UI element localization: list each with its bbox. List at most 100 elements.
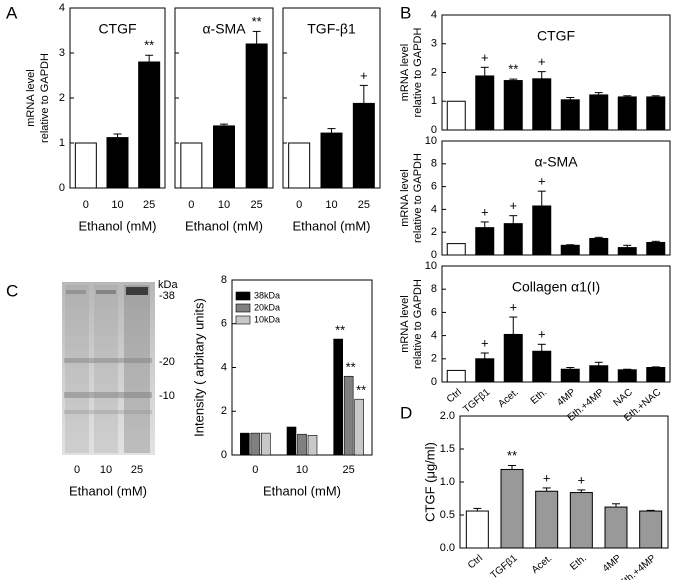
bar — [320, 132, 343, 189]
y-tick-label: 2 — [59, 92, 65, 104]
y-tick-label: 2 — [431, 353, 437, 365]
y-tick-label: 2.0 — [440, 410, 455, 422]
y-axis-label: mRNA level — [399, 169, 411, 226]
x-tick-label: 25 — [251, 199, 263, 211]
x-tick-label: Acet. — [496, 387, 521, 410]
annotation: + — [360, 68, 368, 83]
y-tick-label: 0 — [431, 124, 437, 136]
y-tick-label: 1.5 — [440, 443, 455, 455]
bar — [465, 510, 489, 549]
bar — [617, 369, 637, 383]
legend-swatch — [235, 315, 251, 325]
gel-lane: 10 — [100, 464, 112, 476]
bar — [500, 468, 524, 549]
gel-image — [62, 282, 155, 455]
x-axis-label: Ethanol (mM) — [78, 218, 156, 233]
annotation: + — [481, 204, 489, 219]
x-tick-label: 0 — [188, 199, 194, 211]
y-tick-label: 6 — [431, 306, 437, 318]
bar — [446, 100, 466, 131]
annotation: + — [578, 472, 586, 487]
x-tick-label: 25 — [143, 199, 155, 211]
y-tick-label: 0 — [431, 376, 437, 388]
bar — [589, 94, 609, 131]
bar — [503, 80, 523, 131]
bar — [354, 398, 364, 456]
bar — [569, 492, 593, 549]
legend-label: 38kDa — [254, 290, 280, 300]
y-axis-label: relative to GAPDH — [412, 28, 424, 118]
gel-marker: -20 — [159, 356, 175, 368]
y-axis-label: Intensity ( arbitary units) — [191, 298, 206, 437]
gel-unit: kDa — [158, 279, 178, 291]
x-tick-label: 4MP — [555, 387, 578, 409]
bar — [617, 96, 637, 131]
bar — [475, 358, 495, 383]
panel-title: CTGF — [537, 28, 575, 44]
bar — [288, 142, 311, 189]
annotation: + — [543, 470, 551, 485]
x-tick-label: Ctrl — [466, 553, 485, 571]
y-tick-label: 6 — [221, 318, 227, 330]
annotation: + — [538, 174, 546, 189]
x-axis-label: Ethanol (mM) — [185, 218, 263, 233]
y-tick-label: 2 — [431, 66, 437, 78]
bar — [106, 137, 129, 189]
bar — [446, 369, 466, 383]
panel-title: α-SMA — [202, 21, 246, 37]
x-tick-label: 10 — [111, 199, 123, 211]
x-axis-label: Ethanol (mM) — [292, 218, 370, 233]
x-tick-label: 25 — [358, 199, 370, 211]
panel-label: D — [400, 403, 412, 422]
y-tick-label: 4 — [431, 9, 437, 21]
bar — [240, 432, 250, 456]
y-tick-label: 3 — [431, 38, 437, 50]
bar — [343, 375, 354, 456]
y-tick-label: 2 — [431, 226, 437, 238]
panel-title: TGF-β1 — [307, 21, 356, 37]
y-tick-label: 3 — [59, 47, 65, 59]
y-tick-label: 4 — [59, 2, 65, 14]
annotation: + — [481, 50, 489, 65]
gel-xlabel: Ethanol (mM) — [69, 483, 147, 498]
x-tick-label: 10 — [296, 464, 308, 476]
y-tick-label: 8 — [221, 274, 227, 286]
legend-label: 10kDa — [254, 314, 280, 324]
x-axis-label: Ethanol (mM) — [263, 483, 341, 498]
bar — [475, 75, 495, 131]
y-axis-label: relative to GAPDH — [39, 53, 51, 143]
y-tick-label: 0.0 — [440, 542, 455, 554]
x-tick-label: Ctrl — [445, 387, 464, 405]
legend-swatch — [235, 303, 251, 313]
y-tick-label: 10 — [425, 260, 437, 272]
y-tick-label: 4 — [431, 203, 437, 215]
gel-lane: 0 — [74, 464, 80, 476]
x-tick-label: Eth. — [529, 387, 550, 407]
plot-frame — [459, 415, 669, 549]
legend-label: 20kDa — [254, 302, 280, 312]
bar — [604, 506, 628, 549]
bar — [245, 43, 268, 189]
y-axis-label: mRNA level — [399, 44, 411, 101]
y-tick-label: 4 — [431, 330, 437, 342]
bar — [560, 244, 580, 256]
x-tick-label: 0 — [252, 464, 258, 476]
bar — [589, 365, 609, 383]
bar — [560, 368, 580, 383]
bar — [286, 426, 297, 456]
x-tick-label: 0 — [83, 199, 89, 211]
annotation: ** — [507, 448, 517, 463]
y-axis-label: relative to GAPDH — [412, 153, 424, 243]
x-tick-label: Eth.+4MP — [617, 553, 658, 580]
legend-swatch — [235, 291, 251, 301]
bar — [617, 247, 637, 256]
x-tick-label: 0 — [296, 199, 302, 211]
bar — [639, 510, 663, 549]
panel-label: A — [6, 3, 18, 22]
y-tick-label: 10 — [425, 135, 437, 147]
bar — [560, 99, 580, 131]
y-tick-label: 8 — [431, 158, 437, 170]
bar — [646, 96, 666, 131]
annotation: + — [538, 54, 546, 69]
panel-title: CTGF — [98, 21, 136, 37]
